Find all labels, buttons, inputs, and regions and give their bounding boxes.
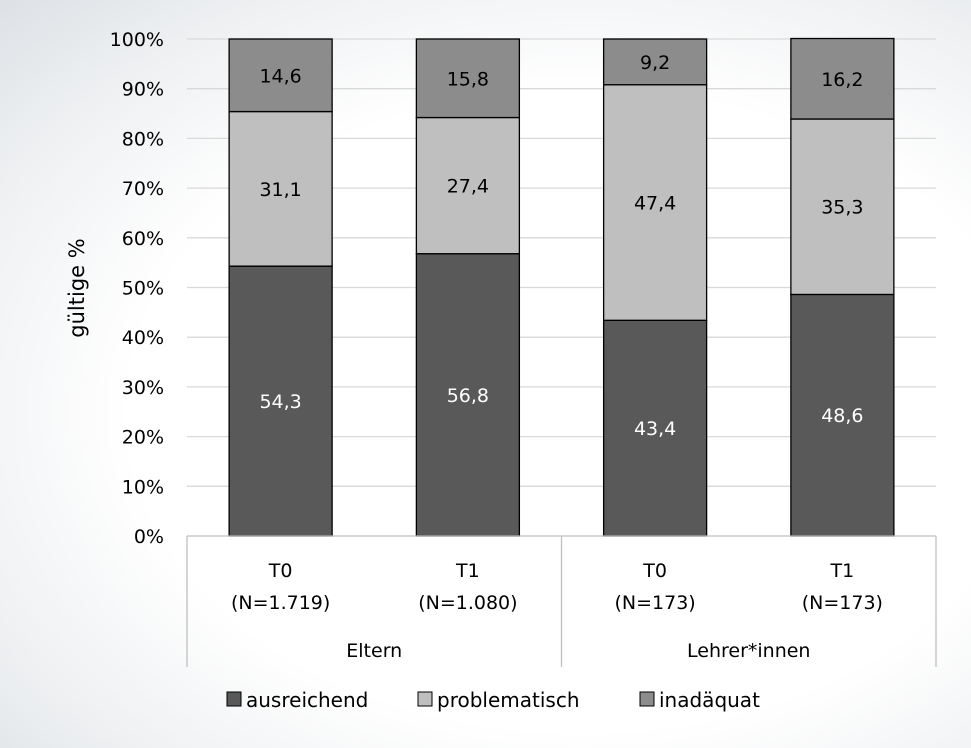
bar-segment [415, 38, 521, 119]
data-label: 35,3 [821, 197, 863, 219]
y-axis-label: gültige % [65, 238, 89, 337]
bar-segment [415, 253, 521, 537]
legend-swatch [226, 691, 242, 707]
legend: ausreichend problematisch inadäquat [226, 688, 760, 712]
y-tick-label: 100% [110, 29, 164, 51]
bars: 54,3 31,1 14,6 56,8 27,4 15,8 43,4 47,4 9,2 48,6 3… [228, 37, 895, 537]
legend-label: problematisch [437, 688, 580, 712]
y-tick-label: 50% [122, 278, 164, 300]
y-tick-label: 10% [122, 476, 164, 498]
bar-segment [602, 319, 708, 537]
category-label: T1 [830, 560, 855, 582]
bar-segment [790, 37, 895, 120]
data-label: 48,6 [821, 405, 863, 427]
y-tick-label: 30% [122, 377, 164, 399]
y-tick-label: 90% [122, 79, 164, 101]
data-label: 54,3 [259, 391, 301, 413]
legend-label: ausreichend [246, 688, 368, 712]
bar-segment [228, 110, 333, 267]
legend-swatch [417, 691, 433, 707]
y-tick-label: 60% [122, 228, 164, 250]
data-label: 56,8 [447, 385, 489, 407]
category-n-label: (N=173) [802, 592, 883, 614]
y-tick-label: 0% [134, 526, 164, 548]
data-label: 43,4 [634, 418, 676, 440]
bar-segment [602, 38, 708, 86]
y-tick-label: 20% [122, 427, 164, 449]
category-n-label: (N=173) [615, 592, 696, 614]
data-label: 27,4 [447, 176, 489, 198]
group-label: Lehrer*innen [687, 640, 810, 662]
y-tick-label: 40% [122, 327, 164, 349]
x-axis: T0 (N=1.719) T1 (N=1.080) T0 (N=173) T1 (N=173)… [186, 535, 937, 667]
y-tick-label: 80% [122, 128, 164, 150]
data-label: 9,2 [640, 52, 670, 74]
y-tick-label: 70% [122, 178, 164, 200]
data-label: 15,8 [447, 68, 489, 90]
data-label: 14,6 [259, 65, 301, 87]
bar-segment [790, 118, 895, 296]
bar-segment [602, 84, 708, 321]
category-label: T0 [642, 560, 667, 582]
bar-segment [228, 38, 333, 113]
category-n-label: (N=1.080) [418, 592, 517, 614]
legend-label: inadäquat [659, 688, 760, 712]
data-label: 31,1 [259, 179, 301, 201]
group-label: Eltern [346, 640, 402, 662]
data-label: 16,2 [821, 69, 863, 91]
category-label: T0 [268, 560, 293, 582]
category-n-label: (N=1.719) [231, 592, 330, 614]
legend-swatch [639, 691, 655, 707]
category-label: T1 [455, 560, 480, 582]
y-axis-ticks: 0% 10% 20% 30% 40% 50% 60% 70% 80% 90% 100% [110, 29, 164, 548]
data-label: 47,4 [634, 193, 676, 215]
